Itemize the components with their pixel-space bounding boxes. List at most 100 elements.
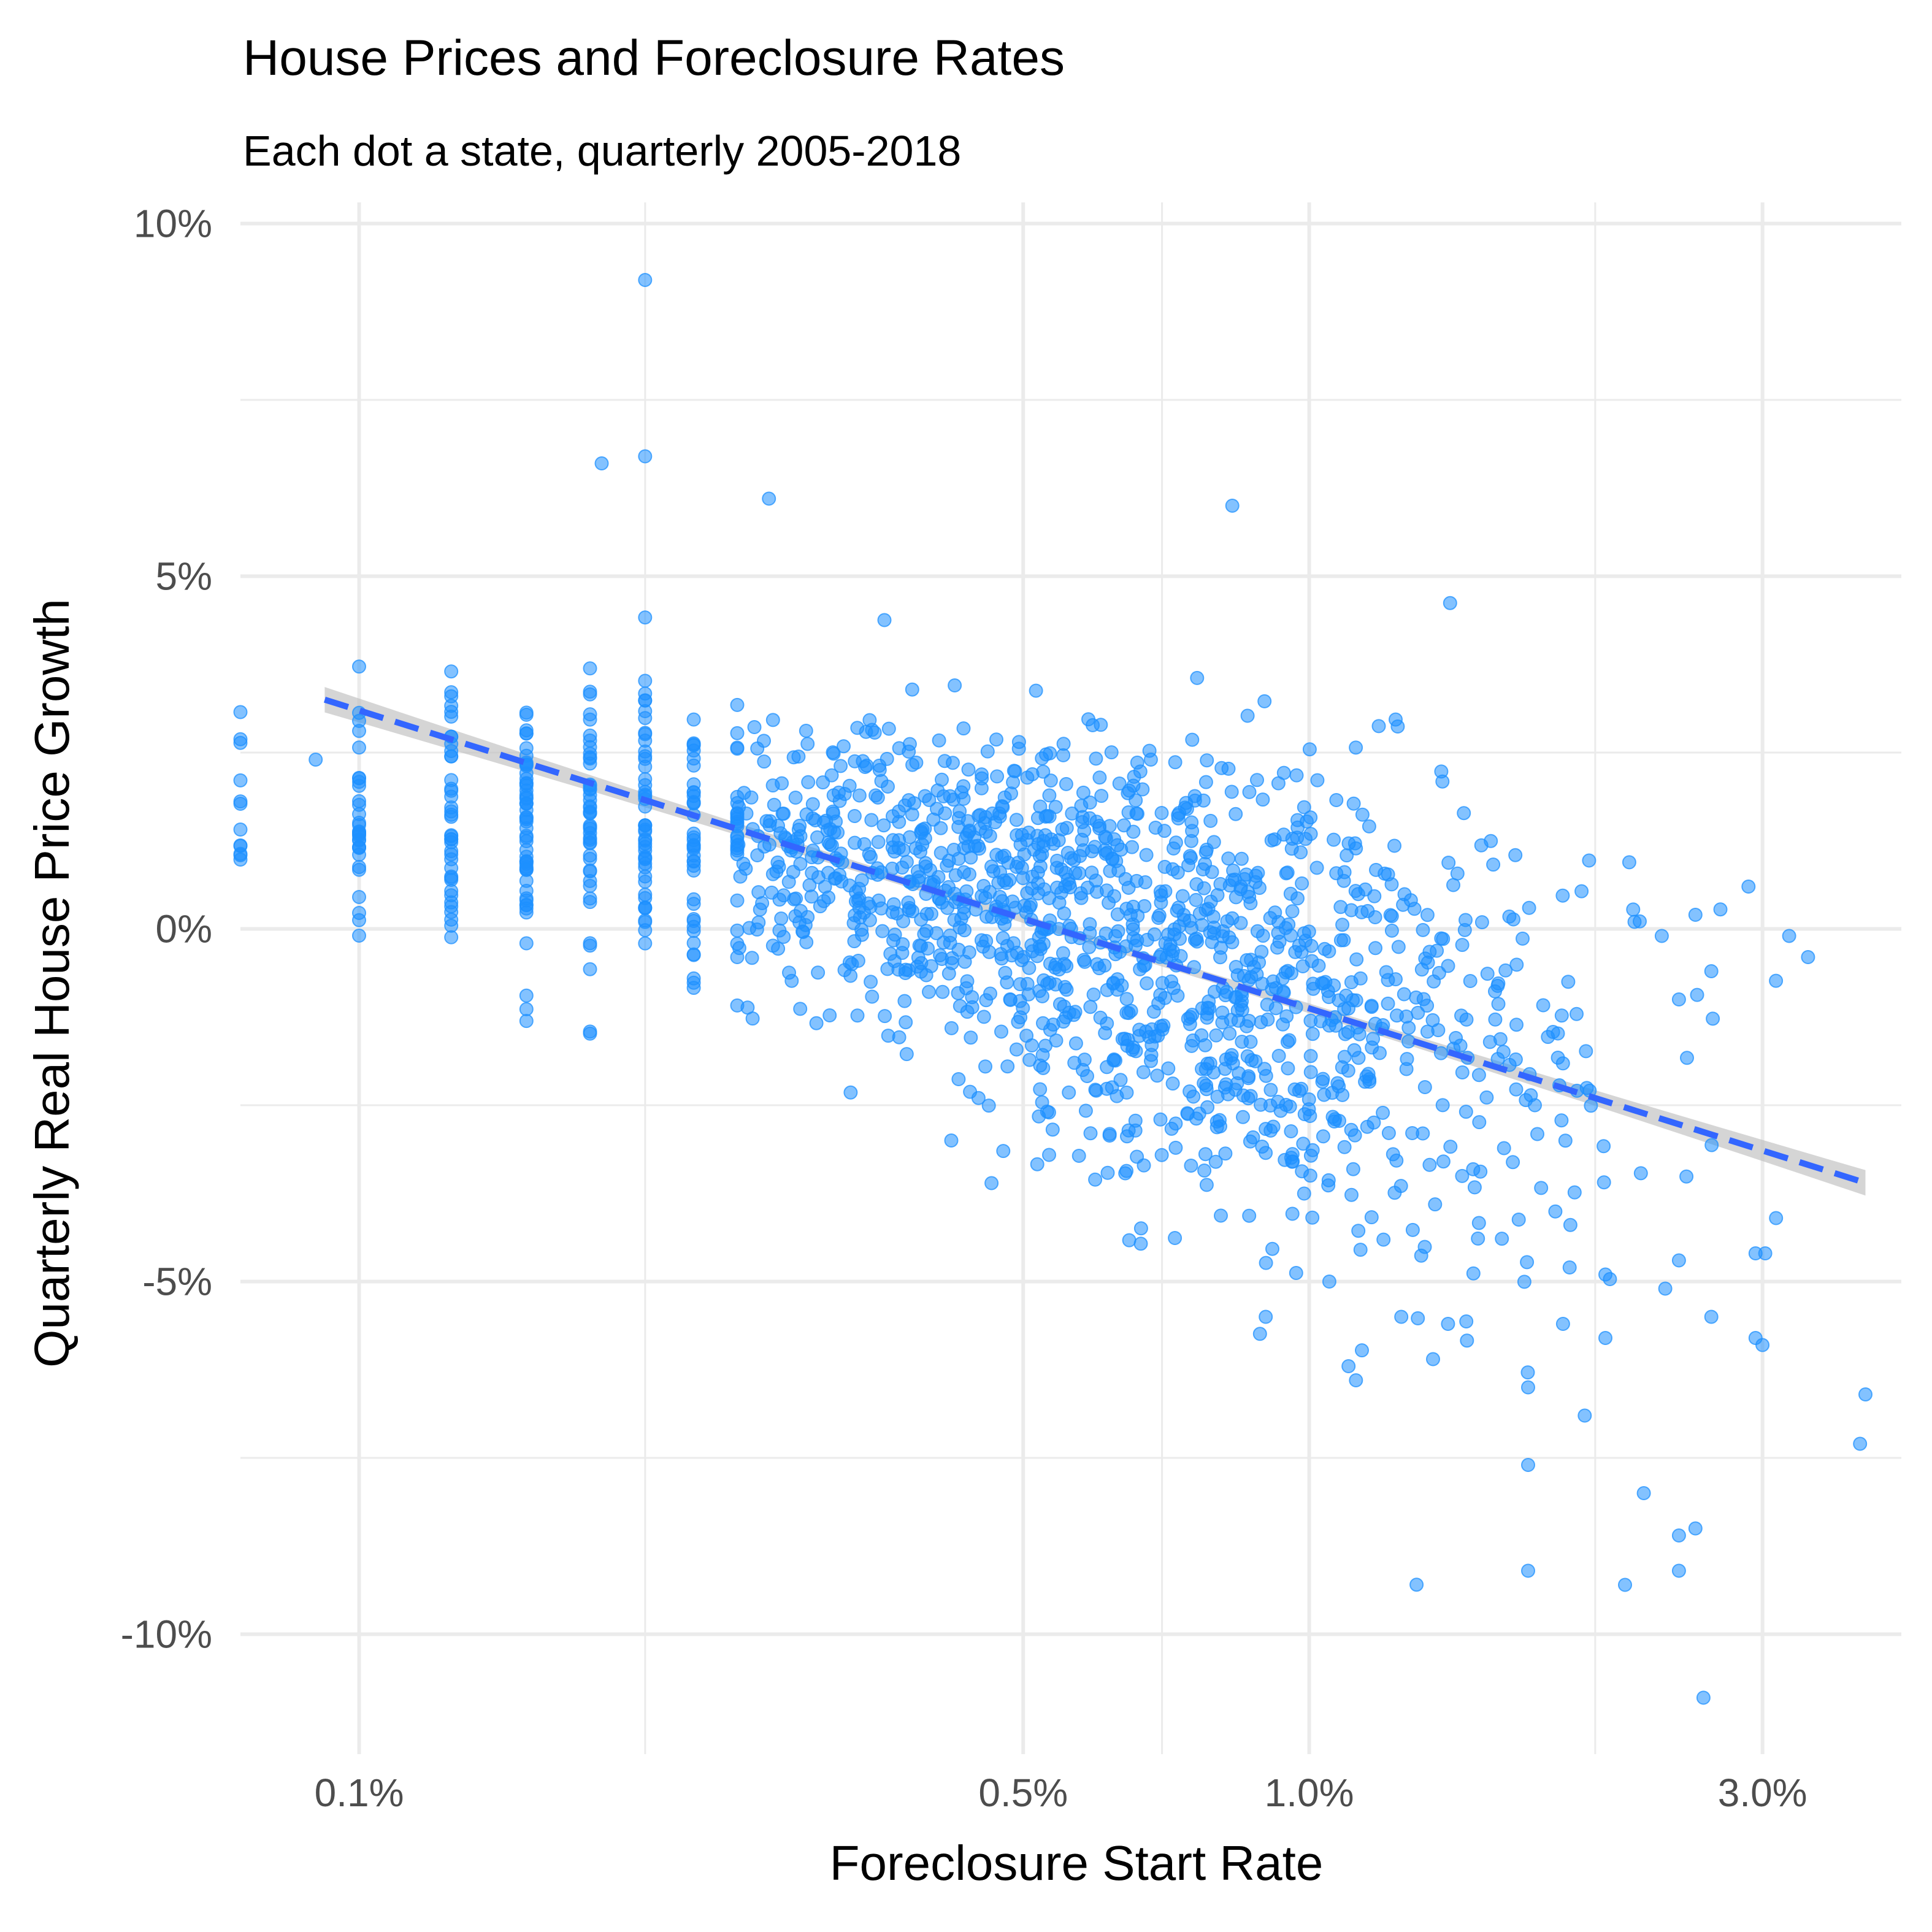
- data-point: [1389, 972, 1403, 987]
- data-point: [919, 907, 934, 921]
- data-point: [862, 846, 876, 861]
- data-point: [1521, 1563, 1535, 1578]
- data-point: [1769, 973, 1784, 988]
- data-point: [583, 835, 597, 850]
- data-point: [730, 950, 745, 964]
- data-point: [1488, 1012, 1503, 1027]
- data-point: [1165, 862, 1180, 876]
- data-point: [638, 727, 653, 742]
- data-point: [837, 963, 852, 978]
- data-point: [1285, 832, 1300, 846]
- data-point: [1057, 999, 1071, 1014]
- data-point: [1042, 788, 1057, 803]
- data-point: [730, 937, 745, 951]
- data-point: [1278, 921, 1293, 935]
- data-point: [1351, 1224, 1366, 1238]
- data-point: [1401, 1034, 1416, 1049]
- data-point: [1384, 877, 1399, 892]
- data-point: [1098, 846, 1113, 861]
- data-point: [793, 857, 808, 871]
- data-point: [1099, 883, 1114, 898]
- data-point: [940, 900, 955, 915]
- data-point: [1184, 834, 1198, 848]
- data-point: [1338, 1027, 1352, 1041]
- data-point: [1520, 1255, 1535, 1270]
- data-point: [1185, 1008, 1200, 1022]
- data-point: [1246, 1130, 1260, 1144]
- data-point: [1322, 944, 1336, 959]
- data-point: [799, 724, 813, 738]
- data-point: [444, 861, 459, 875]
- data-point: [1303, 1109, 1317, 1123]
- data-point: [1769, 1211, 1784, 1225]
- data-point: [861, 896, 876, 911]
- data-point: [1696, 1690, 1711, 1705]
- data-point: [1168, 835, 1183, 850]
- data-point: [583, 733, 597, 748]
- data-point: [1758, 1246, 1773, 1260]
- data-point: [951, 986, 965, 1000]
- data-point: [1165, 948, 1179, 963]
- data-point: [899, 1047, 914, 1062]
- data-point: [1019, 905, 1033, 920]
- data-point: [1622, 855, 1636, 870]
- data-point: [914, 964, 929, 979]
- data-point: [1242, 784, 1257, 799]
- y-tick-label: 5%: [156, 554, 213, 599]
- data-point: [1509, 957, 1524, 972]
- data-point: [352, 659, 366, 674]
- data-point: [519, 726, 534, 741]
- data-point: [824, 768, 839, 783]
- data-point: [1292, 1084, 1306, 1098]
- data-point: [1009, 813, 1024, 827]
- data-point: [1150, 1068, 1165, 1083]
- data-point: [1206, 835, 1221, 849]
- data-point: [1240, 1049, 1255, 1064]
- data-point: [1257, 694, 1272, 708]
- data-point: [1517, 1275, 1531, 1289]
- data-point: [1157, 991, 1172, 1005]
- data-point: [1198, 1038, 1213, 1052]
- data-point: [905, 682, 919, 697]
- data-point: [956, 721, 971, 736]
- data-point: [1297, 800, 1311, 815]
- data-point: [960, 1005, 975, 1019]
- data-point: [981, 1098, 996, 1113]
- data-point: [1128, 1113, 1143, 1128]
- data-point: [1473, 1164, 1488, 1179]
- data-point: [769, 864, 784, 879]
- data-point: [1074, 891, 1089, 905]
- data-point: [1189, 892, 1203, 907]
- data-point: [1755, 1338, 1770, 1352]
- data-point: [1289, 1266, 1303, 1280]
- data-point: [1048, 977, 1063, 992]
- data-point: [1241, 1069, 1256, 1084]
- data-point: [1214, 940, 1229, 955]
- data-point: [1467, 1180, 1482, 1195]
- data-point: [1561, 975, 1576, 989]
- data-point: [1352, 1027, 1367, 1041]
- data-point: [1078, 954, 1092, 969]
- data-point: [1498, 963, 1513, 978]
- data-point: [583, 891, 597, 906]
- data-point: [638, 449, 653, 464]
- data-point: [1416, 1126, 1430, 1141]
- data-point: [930, 783, 945, 798]
- data-point: [847, 809, 862, 823]
- data-point: [1362, 1072, 1377, 1087]
- data-point: [1337, 1049, 1352, 1064]
- trend-line: [323, 696, 1866, 1186]
- data-point: [868, 788, 883, 803]
- data-point: [1234, 851, 1249, 866]
- data-point: [1633, 1166, 1648, 1181]
- data-point: [583, 799, 597, 814]
- data-point: [1110, 972, 1125, 987]
- data-point: [1013, 994, 1027, 1008]
- data-point: [444, 664, 459, 679]
- data-point: [1522, 900, 1536, 915]
- data-point: [875, 924, 890, 938]
- data-point: [1264, 833, 1279, 848]
- data-point: [1052, 895, 1067, 910]
- data-point: [1244, 953, 1259, 967]
